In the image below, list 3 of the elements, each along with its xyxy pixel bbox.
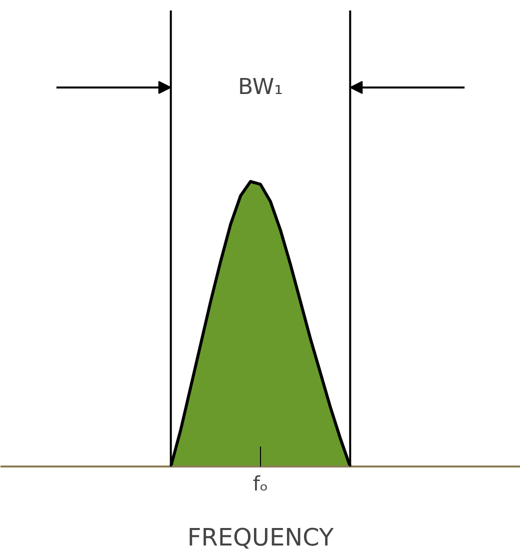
text: fₒ [252,472,268,496]
text: BW₁ [238,74,283,100]
x-axis-title: FREQUENCY [187,524,334,552]
